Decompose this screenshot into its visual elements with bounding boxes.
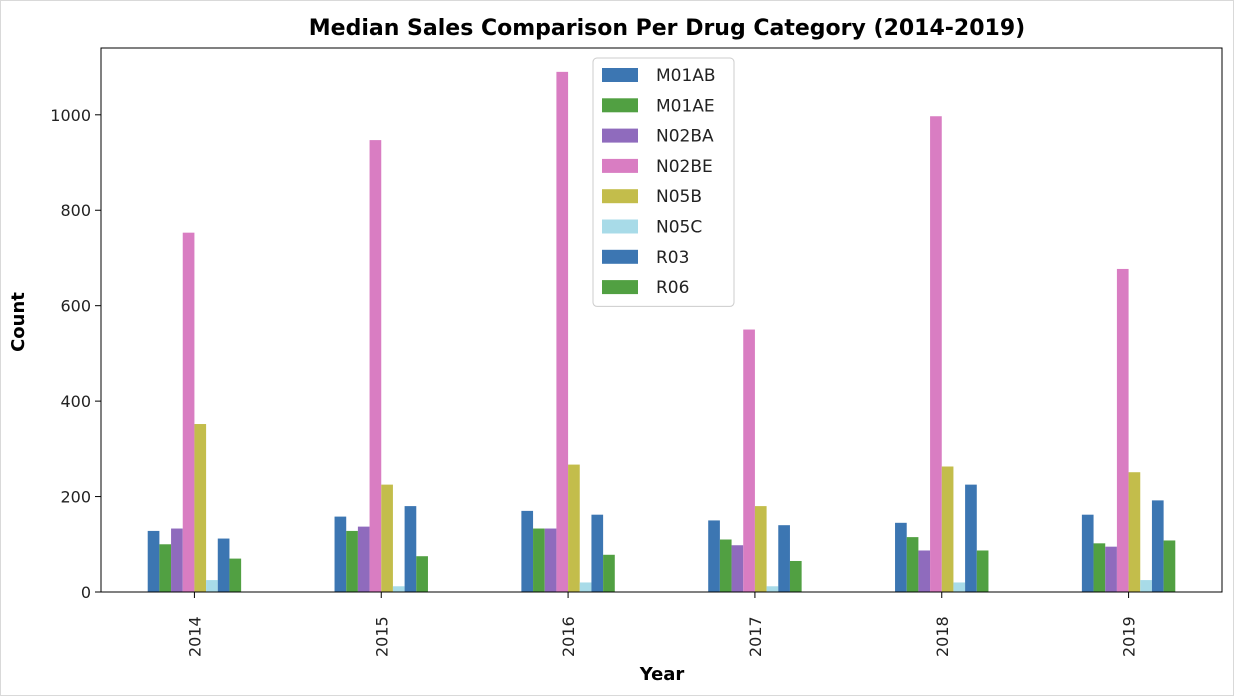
bar-n05c-2019 (1140, 580, 1152, 592)
bar-m01ae-2017 (719, 539, 732, 592)
bar-n02be-2018 (930, 116, 942, 593)
bar-n02be-2019 (1116, 268, 1129, 592)
bar-m01ae-2015 (346, 530, 358, 592)
y-tick-label-400: 400 (60, 392, 91, 411)
bar-n05c-2015 (392, 586, 405, 592)
legend-label-r06: R06 (656, 278, 689, 298)
bar-r03-2018 (965, 484, 977, 592)
y-axis-label: Count (8, 292, 29, 352)
bar-m01ab-2014 (147, 530, 160, 592)
bar-n05c-2017 (766, 586, 779, 592)
x-tick-label-2019: 2019 (1120, 616, 1139, 657)
y-tick-label-0: 0 (81, 583, 91, 602)
legend-label-n05b: N05B (656, 187, 702, 207)
bar-n05b-2016 (568, 464, 580, 592)
legend-swatch-r06 (602, 280, 638, 295)
bar-n05c-2018 (953, 582, 966, 592)
bar-n02be-2015 (369, 140, 382, 592)
bar-n05c-2014 (206, 580, 218, 592)
bar-n05b-2017 (754, 506, 767, 592)
bar-n05b-2015 (381, 484, 393, 592)
bar-r06-2019 (1163, 540, 1176, 592)
y-tick-label-800: 800 (60, 201, 91, 220)
bar-n02ba-2017 (731, 545, 744, 592)
x-axis: 2014 2015 2016 2017 2018 2019 (185, 592, 1139, 657)
legend-label-n02ba: N02BA (656, 127, 714, 147)
y-tick-label-200: 200 (60, 488, 91, 507)
bar-m01ab-2016 (521, 510, 534, 592)
bar-n02ba-2018 (918, 550, 931, 592)
bar-n02be-2014 (182, 232, 195, 593)
bar-r06-2016 (603, 554, 615, 592)
bar-m01ab-2015 (334, 516, 347, 592)
legend-label-m01ae: M01AE (656, 96, 715, 116)
plot-area-frame (100, 47, 1223, 593)
legend-label-m01ab: M01AB (656, 66, 716, 86)
bar-n05b-2014 (194, 424, 207, 592)
bar-r06-2015 (416, 556, 428, 592)
bar-r06-2017 (789, 560, 802, 592)
bar-n02ba-2016 (544, 528, 557, 592)
legend-swatch-r03 (602, 249, 638, 264)
bar-m01ab-2019 (1081, 514, 1094, 592)
y-tick-label-600: 600 (60, 297, 91, 316)
x-tick-label-2017: 2017 (746, 616, 765, 657)
bar-r03-2017 (778, 525, 790, 592)
bar-m01ab-2017 (708, 520, 720, 592)
legend-swatch-m01ab (602, 68, 638, 82)
bar-m01ae-2018 (906, 537, 919, 592)
legend-label-n05c: N05C (656, 218, 702, 238)
x-axis-label: Year (639, 664, 685, 685)
legend-swatch-n02ba (602, 128, 638, 143)
bar-r06-2018 (976, 550, 989, 592)
bar-m01ae-2014 (159, 544, 172, 592)
bar-m01ae-2016 (533, 528, 545, 592)
bar-n05b-2018 (941, 466, 954, 592)
bar-r06-2014 (229, 558, 242, 592)
legend-label-r03: R03 (656, 248, 689, 268)
bar-m01ab-2018 (895, 522, 907, 592)
bars-layer (147, 71, 1176, 593)
legend-swatch-n05c (602, 219, 638, 234)
x-tick-label-2016: 2016 (559, 616, 578, 657)
x-tick-label-2018: 2018 (933, 616, 952, 657)
bar-n02ba-2015 (357, 526, 370, 592)
bar-n05c-2016 (579, 582, 592, 592)
bar-r03-2015 (404, 506, 417, 592)
bar-n02ba-2019 (1105, 546, 1117, 592)
bar-n02be-2016 (556, 71, 569, 593)
bar-n02be-2017 (743, 329, 755, 592)
bar-n05b-2019 (1128, 472, 1141, 592)
bar-m01ae-2019 (1093, 543, 1106, 592)
y-axis: 0 200 400 600 800 1000 (50, 106, 101, 602)
y-tick-label-1000: 1000 (50, 106, 91, 125)
x-tick-label-2014: 2014 (185, 616, 204, 657)
legend-swatch-n02be (602, 158, 638, 173)
legend-swatch-n05b (602, 189, 638, 204)
bar-r03-2019 (1151, 500, 1164, 592)
chart-title: Median Sales Comparison Per Drug Categor… (309, 16, 1025, 41)
legend-label-n02be: N02BE (656, 157, 713, 177)
x-tick-label-2015: 2015 (372, 616, 391, 657)
bar-r03-2014 (217, 538, 230, 592)
legend-box (592, 57, 735, 307)
legend: M01AB M01AE N02BA N02BE N05B N05C R03 R06 (592, 57, 735, 307)
bar-r03-2016 (591, 514, 604, 592)
legend-swatch-m01ae (602, 98, 638, 113)
bar-n02ba-2014 (171, 528, 183, 592)
